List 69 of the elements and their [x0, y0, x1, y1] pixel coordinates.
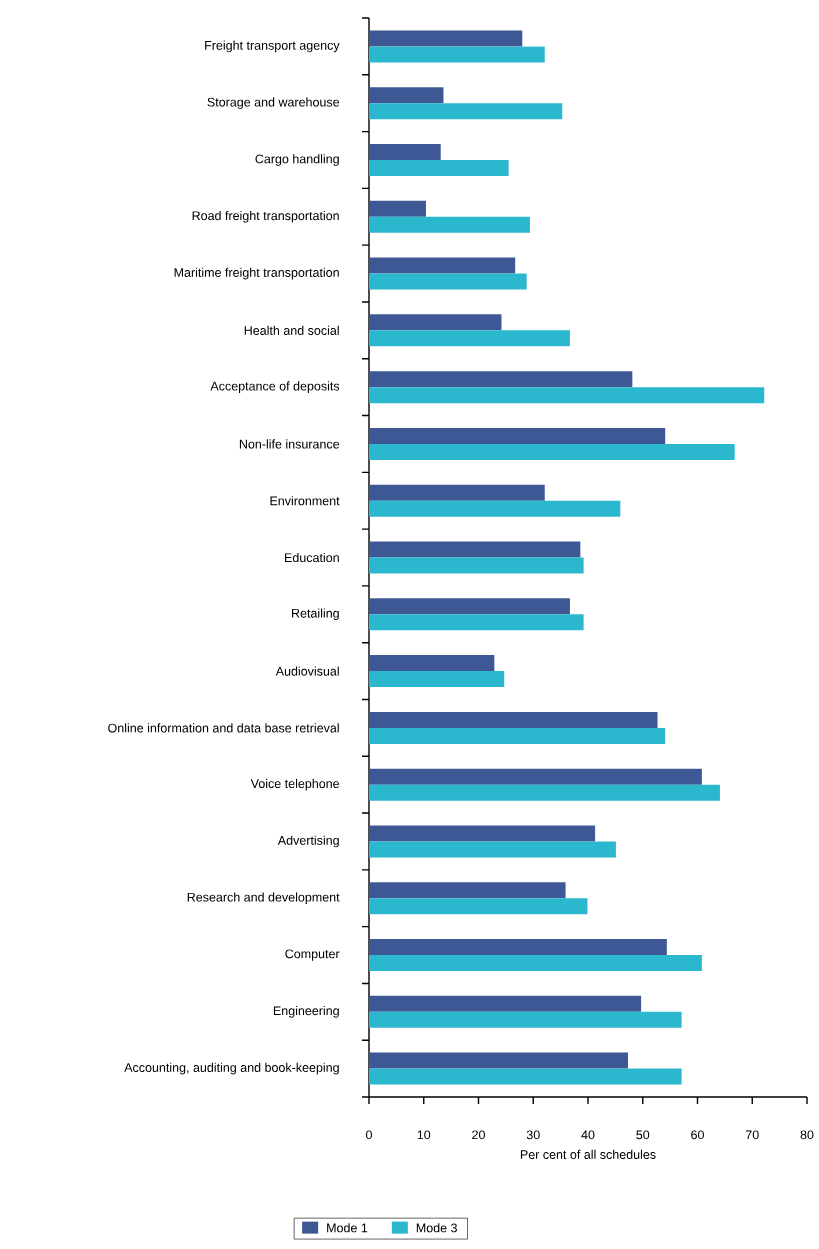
bar [369, 314, 502, 331]
y-tick-label: Retailing [292, 608, 339, 621]
bar [369, 955, 702, 972]
x-tick-label: 50 [636, 1130, 650, 1140]
bar [369, 143, 441, 160]
bar [369, 1068, 682, 1085]
y-tick-label: Education [285, 552, 339, 563]
bar [369, 330, 570, 347]
bar [369, 216, 530, 233]
x-tick-label: 60 [691, 1130, 704, 1140]
bar [369, 598, 570, 615]
x-tick-label: 30 [526, 1130, 540, 1140]
x-tick-label: 0 [366, 1130, 372, 1140]
bar [369, 898, 588, 915]
y-tick-label: Accounting, auditing and book-keeping [124, 1062, 339, 1075]
bar [369, 727, 666, 744]
legend-label: Mode 3 [416, 1223, 457, 1233]
bar [369, 387, 765, 404]
y-tick-label: Storage and warehouse [207, 97, 340, 110]
x-tick-label: 10 [417, 1130, 431, 1140]
bar [369, 200, 426, 217]
bar [369, 159, 509, 176]
y-tick-label: Engineering [273, 1005, 339, 1018]
bar [369, 273, 527, 290]
bar [369, 1052, 628, 1069]
bar [369, 557, 584, 574]
bar [369, 87, 444, 104]
bar [369, 443, 735, 460]
y-tick-label: Maritime freight transportation [174, 267, 339, 280]
bar [369, 655, 495, 672]
y-tick-label: Audiovisual [275, 666, 339, 676]
x-tick-label: 20 [472, 1130, 485, 1140]
y-tick-label: Non-life insurance [239, 439, 340, 449]
bar [369, 257, 516, 274]
bar [369, 1011, 682, 1028]
bar [369, 711, 658, 728]
bar [369, 768, 702, 785]
bar [369, 500, 621, 517]
y-tick-label: Environment [270, 496, 340, 506]
bar [369, 825, 596, 842]
bar [369, 841, 616, 858]
bar [369, 427, 666, 444]
x-axis-title: Per cent of all schedules [520, 1149, 656, 1159]
y-tick-label: Online information and data base retrieval [108, 723, 339, 733]
x-tick-label: 80 [800, 1130, 814, 1140]
y-tick-label: Freight transport agency [205, 40, 340, 53]
bar [369, 614, 584, 631]
bar [369, 371, 633, 388]
bar [369, 784, 720, 801]
bar [369, 46, 545, 63]
legend-label: Mode 1 [327, 1223, 368, 1233]
y-tick-label: Cargo handling [255, 154, 339, 166]
x-tick-label: 40 [581, 1130, 595, 1140]
y-tick-label: Acceptance of deposits [210, 381, 340, 393]
y-tick-label: Research and development [187, 892, 340, 905]
bar [369, 882, 566, 899]
bar [369, 995, 642, 1012]
bar [369, 30, 523, 47]
bar [369, 671, 505, 688]
y-tick-label: Computer [285, 949, 340, 961]
bar [369, 103, 563, 120]
y-tick-label: Voice telephone [250, 778, 340, 791]
bar [369, 939, 667, 956]
y-tick-label: Health and social [244, 325, 339, 335]
bar [369, 484, 545, 501]
bar [369, 541, 581, 558]
x-tick-label: 70 [745, 1130, 759, 1140]
y-tick-label: Road freight transportation [192, 210, 339, 223]
y-tick-label: Advertising [277, 835, 339, 848]
